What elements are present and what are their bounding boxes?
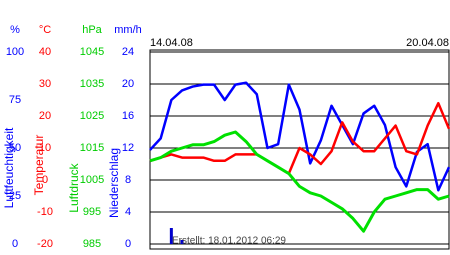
y-tick-label: 985: [83, 238, 101, 250]
y-tick-label: 20: [39, 110, 51, 122]
y-tick-label: 10: [39, 142, 51, 154]
y-tick-label: 24: [122, 46, 134, 58]
y-tick-label: 1005: [80, 174, 104, 186]
precip-bar: [180, 240, 184, 244]
unit-label: mm/h: [114, 24, 142, 36]
y-tick-label: 995: [83, 206, 101, 218]
y-tick-label: 25: [9, 190, 21, 202]
y-tick-label: 100: [6, 46, 24, 58]
footnote: Erstellt: 18.01.2012 06:29: [172, 236, 286, 247]
start-date: 14.04.08: [150, 37, 193, 49]
y-tick-label: 0: [125, 238, 131, 250]
y-tick-label: 75: [9, 94, 21, 106]
unit-label: hPa: [82, 24, 102, 36]
y-tick-label: 16: [122, 110, 134, 122]
y-tick-label: 0: [42, 174, 48, 186]
end-date: 20.04.08: [406, 37, 449, 49]
unit-label: °C: [39, 24, 51, 36]
axis-title: Temperatur: [32, 135, 46, 196]
y-tick-label: 1045: [80, 46, 104, 58]
y-tick-label: -20: [37, 238, 53, 250]
y-tick-label: 1035: [80, 78, 104, 90]
series-line: [149, 130, 450, 233]
y-tick-label: -10: [37, 206, 53, 218]
y-tick-label: 12: [122, 142, 134, 154]
y-tick-label: 1025: [80, 110, 104, 122]
unit-label: %: [10, 24, 20, 36]
y-tick-label: 1015: [80, 142, 104, 154]
y-tick-label: 50: [9, 142, 21, 154]
y-tick-label: 40: [39, 46, 51, 58]
axis-title: Niederschlag: [107, 148, 121, 218]
axis-title: Luftdruck: [67, 162, 81, 212]
y-tick-label: 30: [39, 78, 51, 90]
y-tick-label: 20: [122, 78, 134, 90]
series-line: [149, 81, 450, 192]
axis-title: Luftfeuchtigkeit: [2, 127, 16, 208]
y-tick-label: 4: [125, 206, 131, 218]
precip-bar: [169, 228, 173, 244]
y-tick-label: 8: [125, 174, 131, 186]
y-tick-label: 0: [12, 238, 18, 250]
series-line: [149, 101, 450, 175]
